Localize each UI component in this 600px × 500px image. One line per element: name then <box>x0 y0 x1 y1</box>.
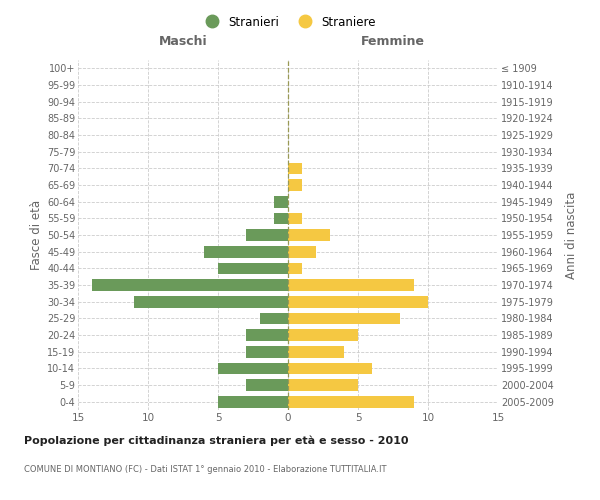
Bar <box>288 162 302 174</box>
Bar <box>288 346 344 358</box>
Bar <box>218 396 288 407</box>
Y-axis label: Fasce di età: Fasce di età <box>29 200 43 270</box>
Y-axis label: Anni di nascita: Anni di nascita <box>565 192 578 278</box>
Bar <box>288 296 428 308</box>
Bar <box>246 346 288 358</box>
Legend: Stranieri, Straniere: Stranieri, Straniere <box>195 11 381 34</box>
Bar <box>288 362 372 374</box>
Text: Maschi: Maschi <box>158 36 208 49</box>
Bar <box>246 229 288 241</box>
Bar <box>288 396 414 407</box>
Bar <box>288 229 330 241</box>
Bar <box>288 329 358 341</box>
Bar <box>288 179 302 191</box>
Bar <box>218 362 288 374</box>
Bar <box>246 329 288 341</box>
Bar <box>218 262 288 274</box>
Bar <box>260 312 288 324</box>
Bar <box>288 379 358 391</box>
Bar <box>288 262 302 274</box>
Bar <box>288 312 400 324</box>
Bar <box>274 196 288 207</box>
Text: COMUNE DI MONTIANO (FC) - Dati ISTAT 1° gennaio 2010 - Elaborazione TUTTITALIA.I: COMUNE DI MONTIANO (FC) - Dati ISTAT 1° … <box>24 465 386 474</box>
Bar <box>134 296 288 308</box>
Bar <box>288 279 414 291</box>
Bar <box>288 246 316 258</box>
Bar <box>92 279 288 291</box>
Bar <box>274 212 288 224</box>
Bar <box>246 379 288 391</box>
Text: Popolazione per cittadinanza straniera per età e sesso - 2010: Popolazione per cittadinanza straniera p… <box>24 435 409 446</box>
Bar <box>204 246 288 258</box>
Text: Femmine: Femmine <box>361 36 425 49</box>
Bar <box>288 212 302 224</box>
